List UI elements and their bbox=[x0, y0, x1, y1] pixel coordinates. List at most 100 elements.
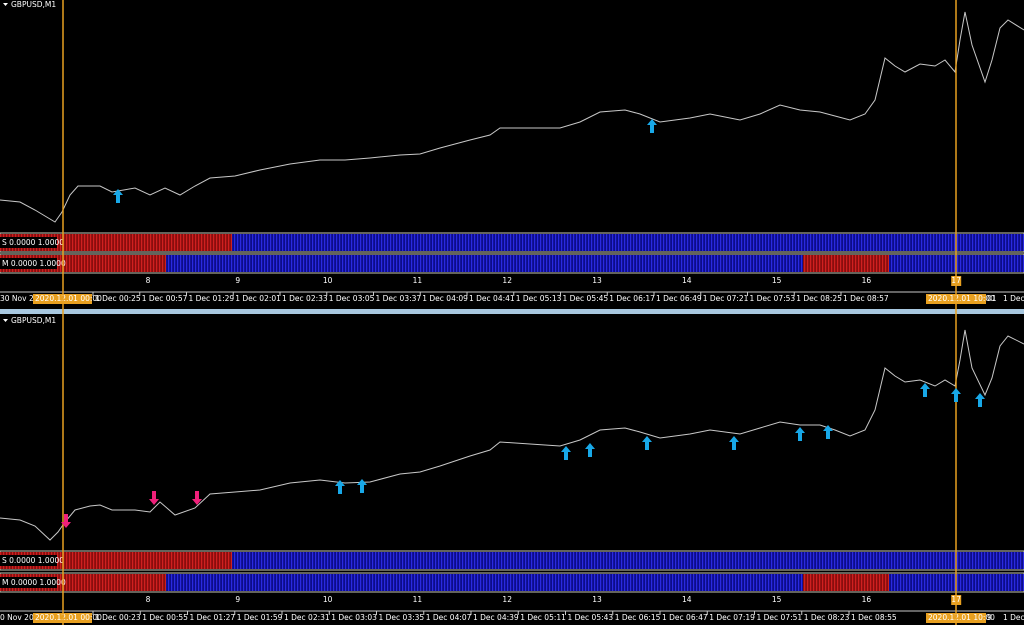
time-label: 1 Dec 01:27 bbox=[190, 613, 236, 622]
bar-number: 16 bbox=[862, 595, 872, 604]
bar-number: 10 bbox=[323, 276, 333, 285]
indicator-bar bbox=[0, 234, 232, 251]
price-line bbox=[0, 11, 1024, 541]
time-label: 1 Dec 04:41 bbox=[469, 294, 515, 303]
time-label: 1 Dec 07:51 bbox=[757, 613, 803, 622]
time-label: 1 Dec 06:15 bbox=[615, 613, 661, 622]
time-label: 1 Dec 00:25 bbox=[95, 294, 141, 303]
time-label: 1 Dec 05:11 bbox=[520, 613, 566, 622]
bar-number: 8 bbox=[146, 276, 151, 285]
time-label: 1 Dec 02:33 bbox=[282, 294, 328, 303]
time-label: 1 Dec 02:01 bbox=[235, 294, 281, 303]
buy-arrow bbox=[585, 443, 595, 457]
time-label: 1 Dec 02:31 bbox=[284, 613, 330, 622]
indicator-border bbox=[0, 550, 1024, 571]
bar-number: 12 bbox=[502, 595, 512, 604]
time-label: 1 Dec 05:13 bbox=[516, 294, 562, 303]
sell-arrow bbox=[192, 491, 202, 505]
buy-arrow bbox=[920, 383, 930, 397]
indicator-bar bbox=[166, 574, 803, 591]
time-label: 1 Dec 03:05 bbox=[329, 294, 375, 303]
bar-number: 15 bbox=[772, 595, 782, 604]
time-label: 30 Nov 20 bbox=[0, 294, 39, 303]
chart-title: GBPUSD,M1 bbox=[11, 0, 56, 9]
time-label: 1 Dec 08:23 bbox=[804, 613, 850, 622]
bar-number: 13 bbox=[592, 276, 602, 285]
time-label: 1 Dec 00:57 bbox=[142, 294, 188, 303]
time-label: 1 Dec 06:49 bbox=[656, 294, 702, 303]
time-label: 1 Dec bbox=[1003, 613, 1024, 622]
buy-arrow bbox=[823, 425, 833, 439]
buy-arrow bbox=[357, 479, 367, 493]
indicator-label-bg bbox=[0, 237, 57, 248]
time-label: 1 Dec 04:39 bbox=[473, 613, 519, 622]
chart-title: GBPUSD,M1 bbox=[11, 316, 56, 325]
buy-arrow bbox=[335, 480, 345, 494]
time-label: 1 Dec 04:07 bbox=[426, 613, 472, 622]
indicator-bar bbox=[166, 255, 803, 272]
indicator-border bbox=[0, 232, 1024, 253]
indicator-label-bg bbox=[0, 555, 57, 566]
time-label: 1 Dec 07:19 bbox=[709, 613, 755, 622]
indicator-bar bbox=[803, 574, 889, 591]
time-label: 1 Dec 01:29 bbox=[189, 294, 235, 303]
signal-arrows bbox=[61, 119, 985, 528]
time-label: 1 Dec 06:17 bbox=[609, 294, 655, 303]
time-label: 1 Dec 00:23 bbox=[95, 613, 141, 622]
buy-arrow bbox=[647, 119, 657, 133]
indicator-bar bbox=[803, 255, 889, 272]
time-label: 1 Dec bbox=[1003, 294, 1024, 303]
indicator-bar bbox=[0, 552, 232, 569]
time-label: 0 Nov 20 bbox=[0, 613, 34, 622]
time-label-highlight: 2020.12.01 10:00 bbox=[928, 613, 995, 622]
time-label: 1 Dec 00:55 bbox=[142, 613, 188, 622]
sell-arrow bbox=[149, 491, 159, 505]
bar-number: 11 bbox=[413, 595, 423, 604]
indicator-label-bg bbox=[0, 258, 57, 269]
indicator-border bbox=[0, 572, 1024, 593]
buy-arrow bbox=[561, 446, 571, 460]
time-label: 1 Dec 08:55 bbox=[851, 613, 897, 622]
time-label: 1 Dec 03:35 bbox=[379, 613, 425, 622]
time-label-highlight: 2020.12.01 10:00 bbox=[928, 294, 995, 303]
bar-number: 12 bbox=[502, 276, 512, 285]
indicator-bar bbox=[232, 234, 1024, 251]
bar-number: 11 bbox=[413, 276, 423, 285]
bar-number: 14 bbox=[682, 595, 692, 604]
bar-number: 15 bbox=[772, 276, 782, 285]
time-label: 1 Dec 06:47 bbox=[662, 613, 708, 622]
bar-number: 9 bbox=[235, 595, 240, 604]
buy-arrow bbox=[975, 393, 985, 407]
indicator-label: M 0.0000 1.0000 bbox=[2, 578, 66, 587]
time-label-highlight: 2020.12.01 00:00 bbox=[35, 613, 102, 622]
dropdown-icon bbox=[3, 3, 8, 6]
buy-arrow bbox=[795, 427, 805, 441]
indicator-label: M 0.0000 1.0000 bbox=[2, 259, 66, 268]
bar-number: 16 bbox=[862, 276, 872, 285]
dropdown-icon bbox=[3, 319, 8, 322]
time-label: 01 bbox=[987, 294, 997, 303]
time-label: 1 Dec 05:43 bbox=[568, 613, 614, 622]
sell-arrow bbox=[61, 514, 71, 528]
time-label: 1 Dec 04:09 bbox=[422, 294, 468, 303]
bar-number: 13 bbox=[592, 595, 602, 604]
indicator-bar bbox=[232, 552, 1024, 569]
buy-arrow bbox=[113, 189, 123, 203]
buy-arrow bbox=[951, 388, 961, 402]
bar-number: 8 bbox=[146, 595, 151, 604]
time-label: 1 Dec 07:21 bbox=[703, 294, 749, 303]
indicator-border bbox=[0, 253, 1024, 274]
indicator-label-bg bbox=[0, 577, 57, 588]
buy-arrow bbox=[729, 436, 739, 450]
price-line-top bbox=[0, 11, 1024, 223]
time-label: 1 Dec 01:59 bbox=[237, 613, 283, 622]
time-label: 1 Dec 08:25 bbox=[796, 294, 842, 303]
indicator-label: S 0.0000 1.0000 bbox=[2, 238, 64, 247]
time-label: 1 Dec 03:37 bbox=[376, 294, 422, 303]
indicator-label: S 0.0000 1.0000 bbox=[2, 556, 64, 565]
time-label: 1 Dec 05:45 bbox=[563, 294, 609, 303]
bar-number: 14 bbox=[682, 276, 692, 285]
buy-arrow bbox=[642, 436, 652, 450]
price-line-bottom bbox=[0, 329, 1024, 541]
time-label: 1 Dec 03:03 bbox=[331, 613, 377, 622]
